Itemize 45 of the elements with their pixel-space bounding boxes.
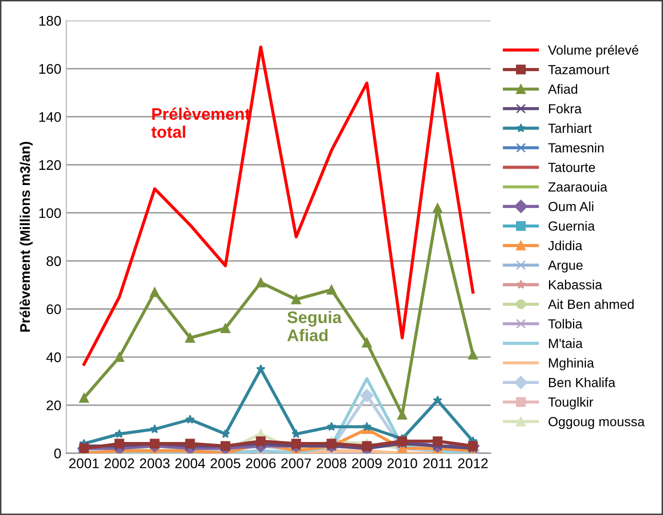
y-tick-label: 140 — [39, 112, 61, 122]
legend-label: Tolbia — [548, 318, 582, 329]
y-tick-label: 180 — [39, 16, 61, 26]
x-tick-label: 2006 — [246, 458, 276, 468]
y-tick-label: 160 — [39, 64, 61, 74]
x-tick-label: 2003 — [140, 458, 170, 468]
legend-label: Zaaraouia — [548, 182, 608, 192]
x-tick-label: 2007 — [281, 458, 311, 468]
x-tick-label: 2005 — [210, 458, 240, 468]
legend-label: Tazamourt — [548, 65, 610, 74]
legend-label: Oggoug moussa — [548, 416, 645, 429]
y-tick-label: 120 — [39, 160, 61, 170]
x-tick-label: 2012 — [458, 458, 488, 468]
x-tick-label: 2004 — [175, 458, 206, 468]
legend-label: Tamesnin — [548, 142, 604, 153]
legend-label: Ben Khalifa — [549, 378, 616, 388]
legend-label: Volume prélevé — [548, 44, 638, 58]
annotation: Seguia Afiad — [287, 310, 342, 342]
x-tick-label: 2002 — [104, 458, 134, 468]
legend-label: Ait Ben ahmed — [548, 299, 634, 309]
legend-label: Jdidia — [548, 240, 582, 250]
legend-label: M'taia — [549, 338, 583, 348]
y-tick-label: 60 — [46, 304, 61, 314]
legend-label: Oum Ali — [548, 201, 594, 212]
y-tick-label: 40 — [46, 352, 61, 362]
legend-label: Touglkir — [548, 397, 594, 410]
x-tick-label: 2009 — [352, 458, 382, 468]
y-tick-label: 20 — [46, 400, 61, 410]
y-tick-label: 0 — [54, 448, 61, 458]
x-tick-label: 2008 — [316, 458, 346, 468]
y-tick-label: 100 — [39, 208, 61, 218]
annotation: Prélèvement total — [151, 108, 250, 138]
legend-label: Guernia — [548, 221, 595, 231]
x-tick-label: 2011 — [423, 458, 452, 468]
y-axis-title: Prélèvement (Millions m3/an) — [20, 142, 33, 332]
x-tick-label: 2001 — [69, 458, 99, 468]
legend-label: Argue — [548, 260, 583, 272]
x-tick-label: 2010 — [387, 458, 418, 468]
legend-label: Tatourte — [548, 162, 596, 172]
y-tick-label: 80 — [46, 256, 61, 266]
legend-label: Kabassia — [549, 280, 602, 290]
legend-label: Tarhiart — [548, 123, 592, 133]
legend-label: Afiad — [548, 84, 578, 94]
legend-label: Mghinia — [549, 358, 594, 370]
legend-label: Fokra — [549, 104, 582, 114]
